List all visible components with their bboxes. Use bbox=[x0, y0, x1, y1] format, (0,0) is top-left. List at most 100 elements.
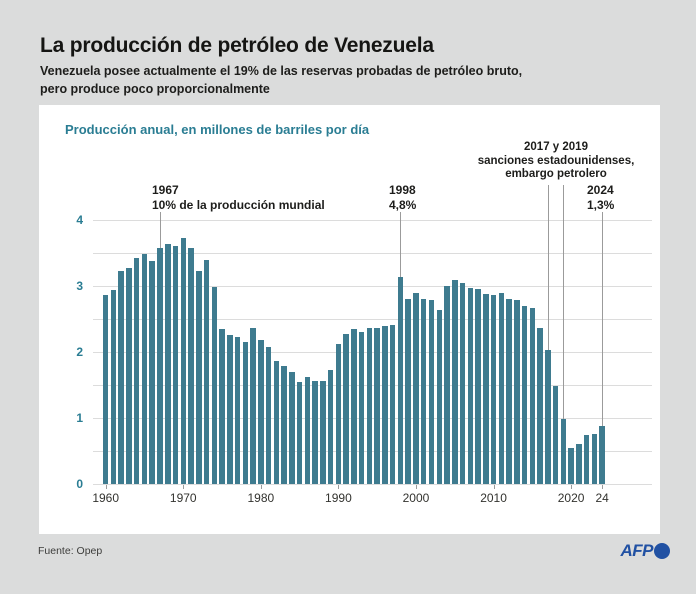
bar-1972 bbox=[196, 270, 202, 484]
bar-2000 bbox=[413, 293, 419, 484]
afp-logo-dot-icon bbox=[654, 543, 670, 559]
bar-1966 bbox=[149, 260, 155, 484]
bar-2004 bbox=[444, 286, 450, 484]
bar-2003 bbox=[436, 309, 442, 484]
x-axis-label: 2000 bbox=[402, 491, 430, 505]
bar-1986 bbox=[304, 377, 311, 484]
bar-1971 bbox=[188, 248, 194, 484]
bar-2011 bbox=[498, 293, 505, 484]
bar-2009 bbox=[483, 293, 489, 484]
bar-2018 bbox=[552, 385, 559, 484]
bar-1975 bbox=[219, 328, 225, 484]
annotation-1967: 1967 10% de la producción mundial bbox=[152, 183, 325, 212]
bar-1963 bbox=[126, 268, 132, 484]
gridline bbox=[93, 286, 652, 287]
bar-1985 bbox=[296, 382, 303, 484]
y-axis-label: 3 bbox=[76, 279, 83, 293]
bar-2005 bbox=[452, 280, 458, 484]
bar-1973 bbox=[203, 259, 210, 484]
gridline bbox=[93, 220, 652, 221]
bar-1988 bbox=[320, 381, 326, 484]
y-axis-label: 1 bbox=[76, 411, 83, 425]
gridline bbox=[93, 385, 652, 386]
annotation-sanctions-line2: sanciones estadounidenses, bbox=[477, 154, 635, 167]
bar-1979 bbox=[250, 328, 256, 484]
bar-1981 bbox=[265, 347, 272, 484]
x-axis-tick bbox=[571, 485, 573, 489]
x-axis-tick bbox=[183, 485, 185, 489]
bar-1999 bbox=[405, 298, 411, 484]
bar-1967 bbox=[157, 248, 163, 484]
bar-1968 bbox=[165, 244, 171, 484]
afp-logo: AFP bbox=[620, 541, 670, 561]
bar-1976 bbox=[227, 334, 233, 484]
page-title: La producción de petróleo de Venezuela bbox=[40, 34, 434, 57]
annotation-line-2024 bbox=[602, 212, 604, 426]
bar-2022 bbox=[583, 435, 590, 484]
annotation-2024-value: 1,3% bbox=[587, 197, 615, 212]
bar-1996 bbox=[382, 326, 388, 484]
bar-1984 bbox=[289, 371, 295, 484]
x-axis-tick bbox=[338, 485, 340, 489]
bar-1964 bbox=[133, 258, 140, 484]
bar-2010 bbox=[490, 295, 497, 484]
bar-1983 bbox=[281, 365, 287, 484]
bar-1980 bbox=[258, 340, 264, 484]
annotation-line-1967 bbox=[159, 212, 161, 249]
bar-2002 bbox=[428, 299, 435, 484]
page-subtitle: Venezuela posee actualmente el 19% de la… bbox=[40, 62, 522, 98]
afp-logo-text: AFP bbox=[620, 541, 654, 560]
annotation-1998-value: 4,8% bbox=[389, 197, 417, 212]
bar-1994 bbox=[366, 327, 373, 484]
bar-2008 bbox=[475, 289, 481, 484]
x-axis-label: 2010 bbox=[480, 491, 507, 505]
bar-2019 bbox=[560, 419, 567, 484]
annotation-line-1998 bbox=[400, 212, 402, 278]
bar-1974 bbox=[211, 287, 218, 484]
bar-1993 bbox=[358, 332, 365, 484]
annotation-sanctions: 2017 y 2019 sanciones estadounidenses, e… bbox=[478, 141, 635, 182]
bar-2017 bbox=[545, 350, 551, 484]
gridline bbox=[93, 319, 652, 320]
x-axis-label: 1960 bbox=[92, 491, 120, 505]
bar-1978 bbox=[242, 342, 249, 484]
x-axis-tick bbox=[105, 485, 107, 489]
bar-1998 bbox=[397, 277, 404, 484]
subtitle-line-2: pero produce poco proporcionalmente bbox=[40, 82, 270, 96]
bar-1995 bbox=[374, 327, 380, 484]
annotation-line-2019 bbox=[563, 185, 565, 420]
bar-2013 bbox=[514, 299, 520, 484]
bar-2006 bbox=[459, 282, 466, 484]
bar-2001 bbox=[420, 298, 427, 484]
bar-1969 bbox=[172, 245, 179, 484]
y-axis-label: 0 bbox=[76, 477, 83, 491]
bar-1997 bbox=[389, 324, 396, 484]
x-axis-label: 24 bbox=[595, 491, 609, 505]
gridline bbox=[93, 484, 652, 485]
x-axis-label: 1990 bbox=[325, 491, 352, 505]
gridline bbox=[93, 352, 652, 353]
bar-2021 bbox=[576, 444, 582, 484]
bar-1987 bbox=[312, 381, 318, 484]
bar-1962 bbox=[118, 270, 124, 484]
x-axis-label: 1970 bbox=[169, 491, 197, 505]
gridline bbox=[93, 418, 652, 419]
bar-1965 bbox=[141, 253, 148, 484]
y-axis-label: 4 bbox=[76, 213, 83, 227]
bar-1960 bbox=[102, 295, 109, 484]
chart-title: Producción anual, en millones de barrile… bbox=[65, 122, 370, 137]
gridline bbox=[93, 451, 652, 452]
annotation-1967-year: 1967 bbox=[152, 183, 179, 197]
bar-2014 bbox=[521, 305, 528, 484]
bar-1970 bbox=[180, 238, 187, 484]
bar-2016 bbox=[537, 327, 543, 484]
source-credit: Fuente: Opep bbox=[38, 545, 103, 557]
bar-2024 bbox=[599, 425, 605, 484]
x-axis-tick bbox=[260, 485, 262, 489]
chart-card: Producción anual, en millones de barrile… bbox=[39, 105, 660, 534]
annotation-line-2017 bbox=[547, 185, 549, 351]
bar-1977 bbox=[234, 337, 241, 484]
bar-chart-plot-area: 0 1 2 3 4 1960 1970 1980 1990 2000 2010 2020 24 bbox=[39, 105, 660, 534]
bar-2007 bbox=[467, 287, 474, 484]
